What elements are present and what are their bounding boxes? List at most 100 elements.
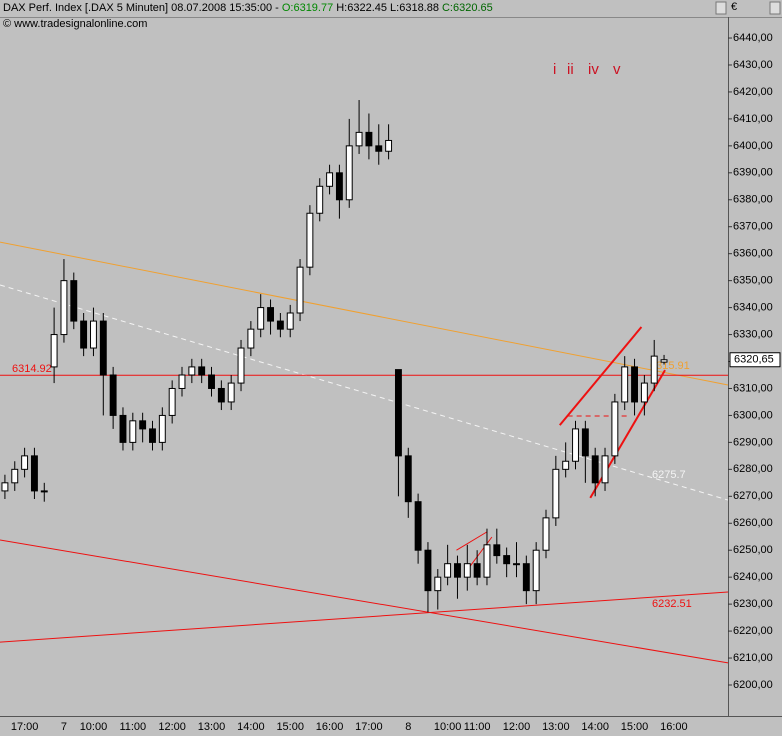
candle-body bbox=[70, 280, 78, 322]
x-tick-label: 14:00 bbox=[581, 721, 609, 733]
candle-body bbox=[454, 563, 461, 578]
y-tick-label: 6270,00 bbox=[733, 490, 773, 502]
wave-label: iv bbox=[588, 61, 599, 78]
candle-body bbox=[109, 374, 117, 416]
y-tick-label: 6380,00 bbox=[733, 194, 773, 206]
candle-body bbox=[483, 544, 491, 578]
x-tick-label: 17:00 bbox=[355, 721, 383, 733]
candle-body bbox=[60, 280, 68, 336]
wave-label: i bbox=[553, 61, 556, 78]
trend-line bbox=[559, 326, 643, 426]
header-open: O:6319.77 bbox=[282, 2, 333, 14]
candle-body bbox=[129, 420, 137, 443]
y-tick-label: 6400,00 bbox=[733, 140, 773, 152]
y-tick-label: 6200,00 bbox=[733, 679, 773, 691]
trend-line bbox=[0, 539, 729, 664]
y-tick-label: 6310,00 bbox=[733, 382, 773, 394]
candle-body bbox=[562, 460, 570, 470]
candle-body bbox=[335, 172, 343, 201]
candle-body bbox=[463, 563, 471, 578]
candle-body bbox=[493, 544, 501, 557]
x-tick-label: 11:00 bbox=[464, 721, 491, 733]
candle-body bbox=[552, 468, 560, 519]
candle-body bbox=[375, 145, 383, 152]
candle-body bbox=[286, 312, 294, 330]
y-tick-label: 6220,00 bbox=[733, 625, 773, 637]
x-tick-label: 11:00 bbox=[119, 721, 146, 733]
candle-body bbox=[326, 172, 334, 187]
candle-body bbox=[296, 266, 304, 314]
candle-body bbox=[640, 382, 648, 403]
x-tick-label: 7 bbox=[61, 721, 67, 733]
y-tick-label: 6330,00 bbox=[733, 328, 773, 340]
candle-body bbox=[591, 455, 599, 484]
candle-body bbox=[424, 549, 432, 592]
header-title: DAX Perf. Index [.DAX 5 Minuten] 08.07.2… bbox=[3, 2, 282, 14]
candle-body bbox=[227, 382, 235, 403]
line-label: 6232.51 bbox=[652, 598, 692, 610]
y-tick-label: 6290,00 bbox=[733, 436, 773, 448]
line-label: 6314.92 bbox=[12, 363, 52, 375]
candle-body bbox=[50, 334, 58, 368]
window-button[interactable] bbox=[715, 1, 727, 15]
y-tick-label: 6390,00 bbox=[733, 167, 773, 179]
candle-body bbox=[394, 369, 402, 457]
candle-body bbox=[276, 320, 284, 330]
y-tick-label: 6430,00 bbox=[733, 59, 773, 71]
candle-body bbox=[444, 563, 452, 578]
currency: € bbox=[731, 1, 737, 13]
candle-body bbox=[11, 468, 19, 484]
candle-body bbox=[414, 501, 422, 551]
candle-body bbox=[345, 145, 353, 201]
candle-body bbox=[237, 347, 245, 384]
candle-body bbox=[30, 455, 38, 492]
candle-body bbox=[542, 517, 550, 551]
trend-line bbox=[456, 531, 488, 551]
candle-body bbox=[99, 320, 107, 376]
x-tick-label: 15:00 bbox=[621, 721, 649, 733]
candle-body bbox=[611, 401, 619, 457]
candle-body bbox=[80, 320, 88, 349]
candle-body bbox=[503, 555, 511, 565]
x-tick-label: 17:00 bbox=[11, 721, 39, 733]
candle-body bbox=[532, 549, 540, 592]
candle-body bbox=[158, 414, 166, 443]
header: DAX Perf. Index [.DAX 5 Minuten] 08.07.2… bbox=[3, 2, 493, 14]
wave-label: v bbox=[613, 61, 621, 78]
window-button[interactable] bbox=[769, 1, 781, 15]
candle-body bbox=[572, 428, 579, 462]
x-tick-label: 16:00 bbox=[660, 721, 688, 733]
y-tick-label: 6350,00 bbox=[733, 275, 773, 287]
last-price-label: 6320,65 bbox=[734, 354, 774, 366]
candle-body bbox=[621, 366, 629, 403]
x-tick-label: 13:00 bbox=[198, 721, 226, 733]
candle-body bbox=[631, 366, 638, 403]
candle-body bbox=[306, 212, 314, 268]
header-close: C:6320.65 bbox=[442, 2, 493, 14]
y-tick-label: 6230,00 bbox=[733, 598, 773, 610]
x-tick-label: 12:00 bbox=[503, 721, 531, 733]
line-label: 6315.91 bbox=[650, 360, 690, 372]
candle-body bbox=[601, 455, 609, 484]
trend-line bbox=[0, 591, 729, 643]
x-tick-label: 14:00 bbox=[237, 721, 265, 733]
candle-body bbox=[208, 374, 215, 389]
x-tick-label: 10:00 bbox=[434, 721, 462, 733]
y-tick-label: 6210,00 bbox=[733, 652, 773, 664]
candle-body bbox=[434, 576, 442, 592]
trend-line bbox=[466, 536, 493, 571]
last-price-box bbox=[729, 352, 781, 368]
candle-body bbox=[404, 455, 412, 503]
x-tick-label: 8 bbox=[405, 721, 411, 733]
candle-body bbox=[217, 387, 225, 403]
candle-body bbox=[267, 307, 274, 322]
candle-body bbox=[119, 414, 127, 443]
candle-body bbox=[168, 387, 176, 416]
line-label: 6275.7 bbox=[652, 469, 686, 481]
y-tick-label: 6360,00 bbox=[733, 248, 773, 260]
candle-body bbox=[650, 355, 658, 384]
candle-body bbox=[355, 131, 363, 147]
candle-body bbox=[40, 490, 48, 493]
